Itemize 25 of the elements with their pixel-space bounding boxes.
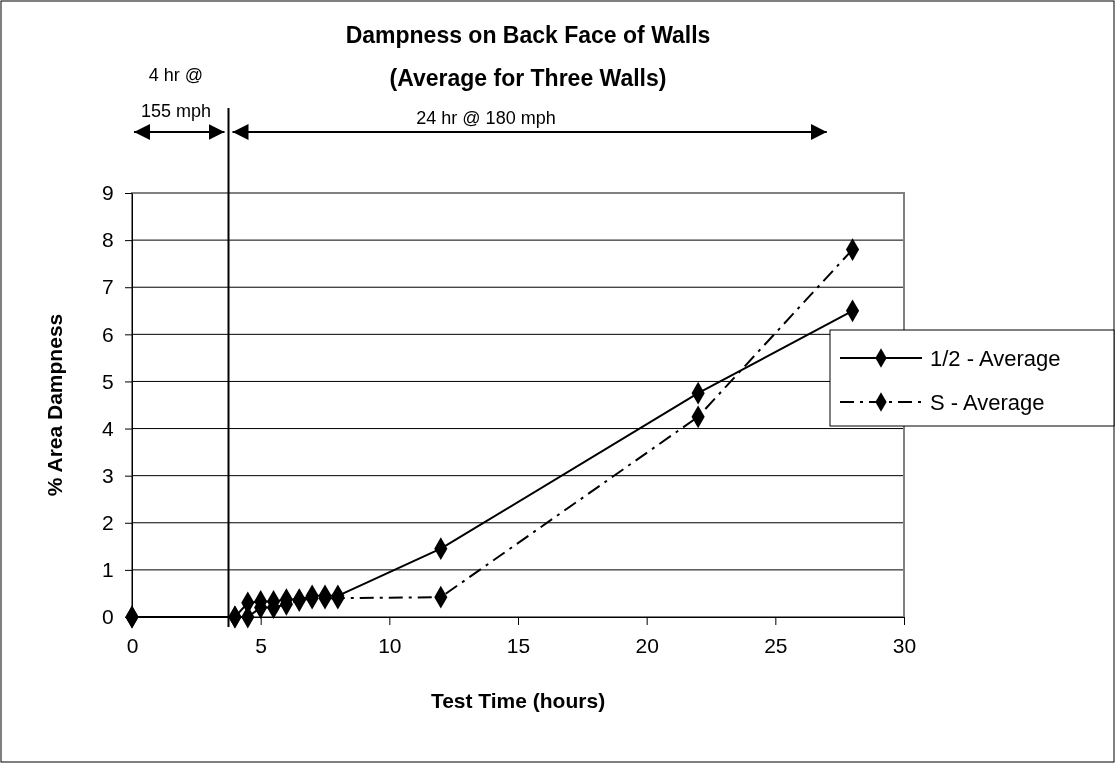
x-tick-label: 25 (764, 634, 788, 658)
text: 24 hr @ 180 mph (416, 108, 556, 128)
y-tick-label: 6 (101, 322, 114, 346)
y-tick-label: 1 (101, 558, 114, 582)
x-tick-label: 20 (635, 634, 659, 658)
y-tick-label: 0 (101, 605, 114, 629)
y-tick-label: 4 (101, 416, 114, 440)
x-tick-label: 10 (378, 634, 402, 658)
x-tick-label: 30 (892, 634, 917, 658)
x-axis-title: Test Time (hours) (430, 689, 606, 712)
legend-label: S - Average (930, 390, 1045, 415)
x-tick-label: 0 (126, 634, 139, 658)
y-tick-label: 7 (101, 275, 114, 299)
legend-label: 1/2 - Average (930, 346, 1061, 371)
chart-subtitle: (Average for Three Walls) (389, 65, 667, 91)
y-tick-label: 3 (101, 463, 114, 487)
y-tick-label: 5 (101, 369, 114, 393)
y-axis-title: % Area Dampness (43, 313, 66, 497)
chart-title: Dampness on Back Face of Walls (345, 22, 711, 48)
y-tick-label: 8 (101, 228, 114, 252)
x-tick-label: 5 (255, 634, 268, 658)
text: 4 hr @ 155 mph (140, 65, 212, 121)
x-tick-label: 15 (506, 634, 531, 658)
y-tick-label: 9 (101, 181, 114, 205)
y-tick-label: 2 (101, 511, 114, 534)
